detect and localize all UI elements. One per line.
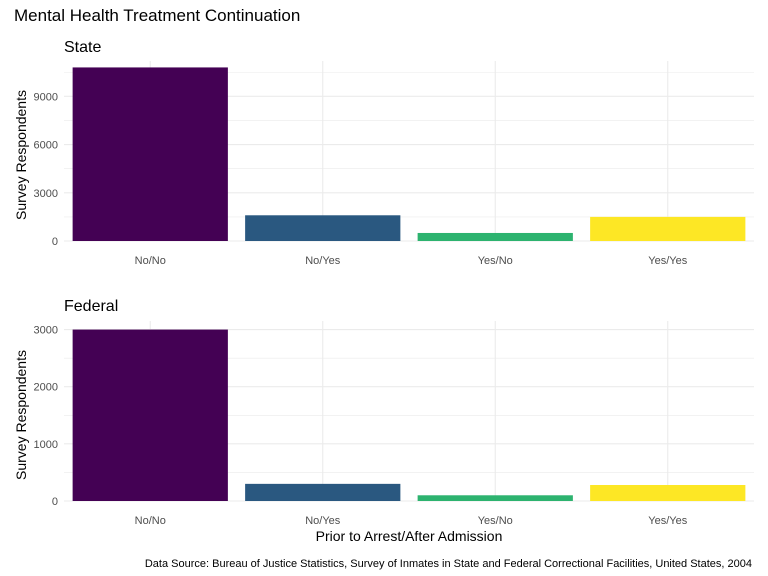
x-tick-label: Yes/Yes	[648, 515, 687, 527]
x-tick-label: No/No	[135, 515, 166, 527]
x-ticks: No/No No/Yes Yes/No Yes/Yes	[135, 255, 688, 267]
bar-yes-no	[417, 495, 573, 501]
x-tick-label: No/No	[135, 255, 166, 267]
y-axis-label-federal: Survey Respondents	[13, 350, 29, 480]
bar-no-no	[72, 329, 228, 501]
x-ticks: No/No No/Yes Yes/No Yes/Yes	[135, 515, 688, 527]
x-tick-label: No/Yes	[305, 515, 341, 527]
x-tick-label: Yes/Yes	[648, 255, 687, 267]
y-tick-label: 1000	[34, 439, 58, 451]
bar-yes-yes	[590, 485, 746, 501]
y-tick-label: 3000	[34, 188, 58, 200]
y-ticks: 0 3000 6000 9000	[34, 91, 58, 248]
bar-no-yes	[245, 215, 401, 241]
y-tick-label: 0	[52, 236, 58, 248]
y-tick-label: 9000	[34, 91, 58, 103]
y-tick-label: 3000	[34, 325, 58, 337]
bars	[72, 329, 746, 501]
panel-state: State 0 3000 6000 9000 No/No No/Yes Yes/No Yes…	[13, 39, 754, 267]
y-axis-label-state: Survey Respondents	[13, 90, 29, 220]
panel-title-federal: Federal	[64, 298, 118, 315]
bars	[72, 67, 746, 241]
panel-federal: Federal 0 1000 2000 3000 No/No No/Yes Yes/No Y…	[13, 298, 754, 527]
x-tick-label: Yes/No	[478, 255, 513, 267]
y-ticks: 0 1000 2000 3000	[34, 325, 58, 508]
bar-no-yes	[245, 483, 401, 501]
bar-yes-no	[417, 232, 573, 241]
x-tick-label: No/Yes	[305, 255, 341, 267]
y-tick-label: 6000	[34, 140, 58, 152]
data-source-caption: Data Source: Bureau of Justice Statistic…	[145, 558, 752, 570]
bar-no-no	[72, 67, 228, 241]
x-tick-label: Yes/No	[478, 515, 513, 527]
panel-title-state: State	[64, 39, 101, 56]
bar-yes-yes	[590, 216, 746, 241]
y-tick-label: 2000	[34, 382, 58, 394]
y-tick-label: 0	[52, 496, 58, 508]
chart-title: Mental Health Treatment Continuation	[14, 6, 300, 25]
x-axis-label: Prior to Arrest/After Admission	[316, 528, 503, 544]
